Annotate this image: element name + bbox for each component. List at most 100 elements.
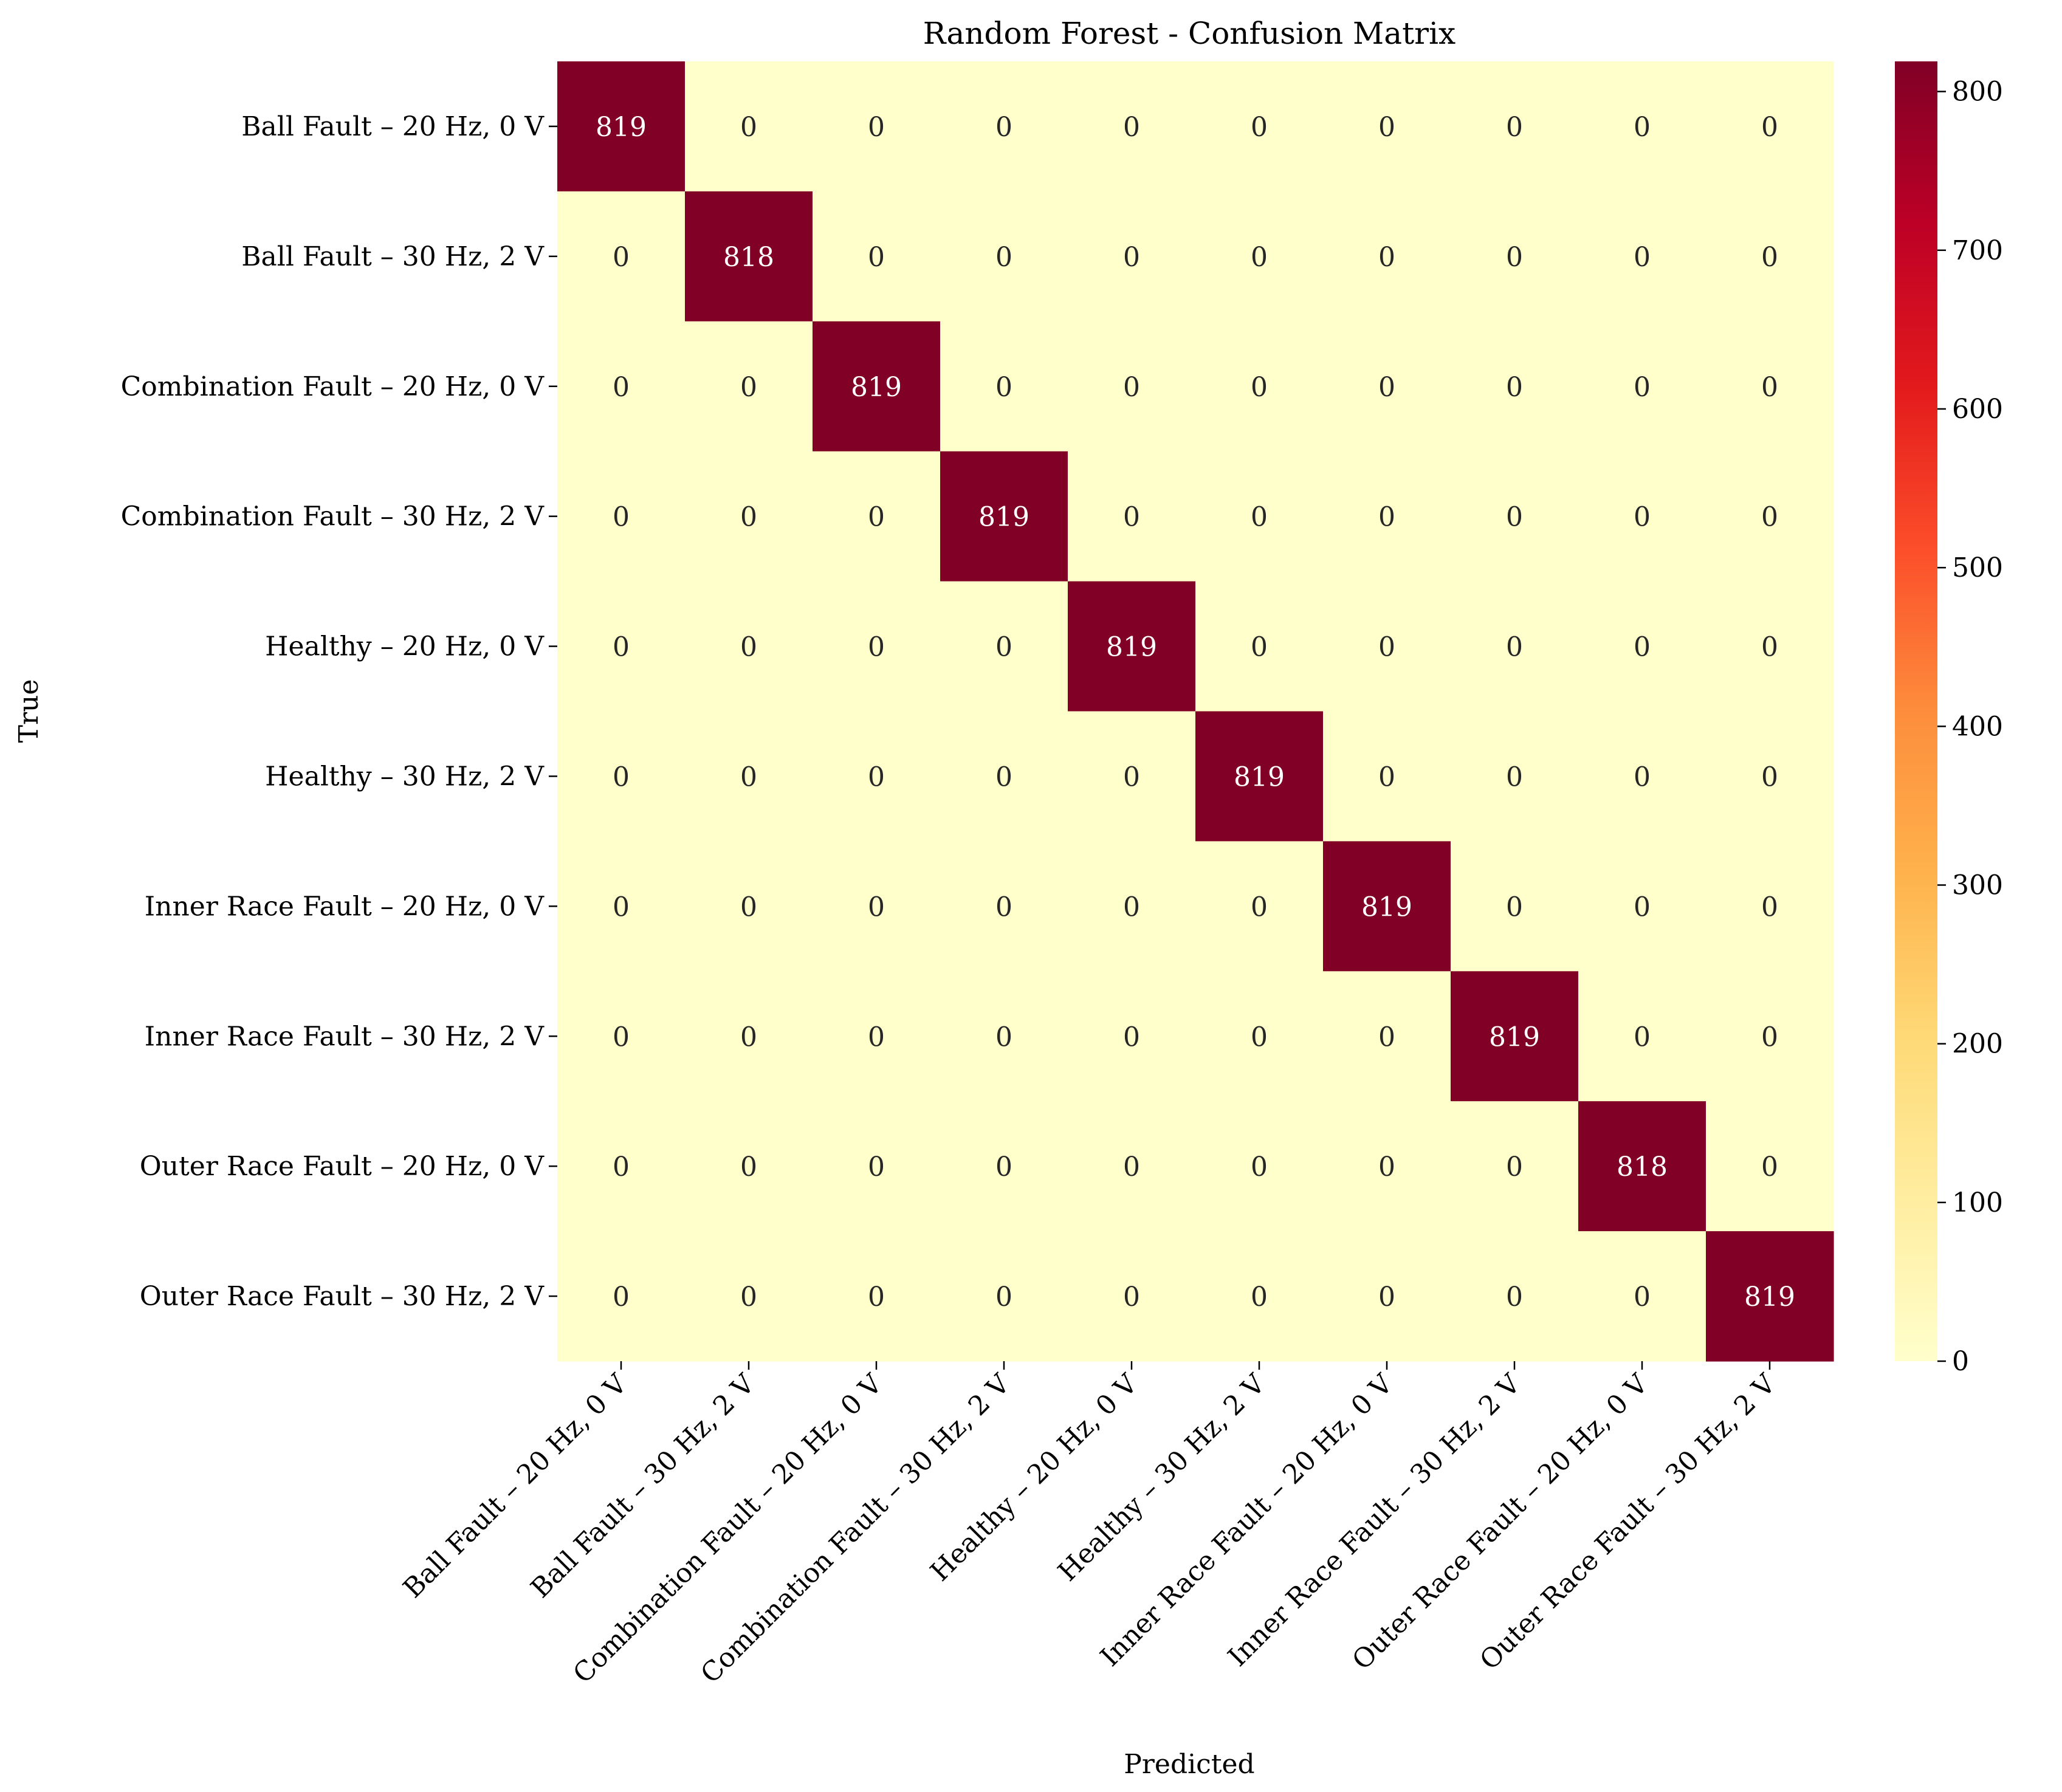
heatmap-cell (1068, 321, 1196, 452)
cell-value-label: 0 (1378, 1282, 1395, 1313)
heatmap-cell (557, 841, 686, 972)
heatmap-cell (557, 971, 686, 1102)
colorbar-tick-label: 200 (1952, 1029, 2003, 1060)
heatmap-cell (1068, 61, 1196, 192)
cell-value-label: 818 (1617, 1152, 1668, 1183)
cell-value-label: 819 (1234, 761, 1285, 792)
heatmap-cell (1451, 321, 1579, 452)
heatmap-cell (1195, 581, 1324, 712)
cell-value-label: 0 (1123, 372, 1140, 403)
cell-value-label: 0 (1123, 242, 1140, 273)
cell-value-label: 0 (740, 1282, 757, 1313)
cell-value-label: 0 (1634, 372, 1651, 403)
cell-value-label: 0 (995, 1021, 1012, 1052)
cell-value-label: 0 (1123, 112, 1140, 143)
heatmap-cell (813, 841, 941, 972)
cell-value-label: 0 (1378, 112, 1395, 143)
colorbar-tick-label: 500 (1952, 552, 2003, 583)
heatmap-cell (1195, 1231, 1324, 1362)
y-axis-label: True (13, 679, 44, 743)
heatmap-cell (1451, 971, 1579, 1102)
cell-value-label: 0 (1761, 761, 1778, 792)
heatmap-cell (1706, 581, 1834, 712)
heatmap-cell-labels: 819 0 0 0 0 0 0 0 0 0 0 818 0 0 0 0 0 0 0 0 0 0 819 0 0 0 0 0 0 0 0 0 0 8… (596, 112, 1795, 1313)
y-tick-label: Inner Race Fault – 30 Hz, 2 V (145, 1021, 545, 1052)
heatmap-cell (1706, 451, 1834, 582)
cell-value-label: 0 (868, 1282, 885, 1313)
heatmap-cell (1195, 451, 1324, 582)
cell-value-label: 819 (1361, 891, 1412, 922)
cell-value-label: 0 (1761, 242, 1778, 273)
cell-value-label: 0 (868, 502, 885, 533)
cell-value-label: 0 (1634, 1282, 1651, 1313)
y-tick-label: Healthy – 30 Hz, 2 V (265, 761, 545, 792)
y-tick-label: Ball Fault – 30 Hz, 2 V (241, 241, 545, 272)
heatmap-cell (940, 971, 1068, 1102)
cell-value-label: 0 (1506, 891, 1523, 922)
cell-value-label: 0 (1123, 1282, 1140, 1313)
cell-value-label: 0 (1123, 502, 1140, 533)
x-tick-label: Ball Fault – 20 Hz, 0 V (397, 1368, 634, 1604)
heatmap-cell (1706, 191, 1834, 322)
cell-value-label: 818 (723, 242, 774, 273)
cell-value-label: 0 (1634, 1021, 1651, 1052)
cell-value-label: 0 (995, 1152, 1012, 1183)
heatmap-cell (1323, 61, 1451, 192)
cell-value-label: 0 (1378, 1152, 1395, 1183)
cell-value-label: 0 (613, 372, 630, 403)
heatmap-cell (1195, 711, 1324, 842)
heatmap-cell (1195, 321, 1324, 452)
cell-value-label: 0 (1506, 1152, 1523, 1183)
cell-value-label: 0 (1251, 632, 1268, 663)
cell-value-label: 0 (868, 891, 885, 922)
cell-value-label: 0 (1634, 242, 1651, 273)
heatmap-cell (685, 711, 813, 842)
heatmap-cell (1451, 711, 1579, 842)
heatmap-cell (813, 191, 941, 322)
cell-value-label: 0 (1123, 1152, 1140, 1183)
cell-value-label: 0 (1251, 1152, 1268, 1183)
x-tick-label: Ball Fault – 30 Hz, 2 V (525, 1368, 761, 1604)
cell-value-label: 819 (978, 502, 1029, 533)
heatmap-cell (1578, 191, 1706, 322)
heatmap-cell (813, 581, 941, 712)
y-tick-label: Inner Race Fault – 20 Hz, 0 V (145, 891, 545, 922)
heatmap-cell (1706, 1231, 1834, 1362)
heatmap-cell (1068, 581, 1196, 712)
cell-value-label: 0 (740, 761, 757, 792)
heatmap-cell (685, 191, 813, 322)
heatmap-cell (1068, 451, 1196, 582)
cell-value-label: 0 (1251, 891, 1268, 922)
cell-value-label: 0 (1378, 632, 1395, 663)
cell-value-label: 0 (1251, 1282, 1268, 1313)
cell-value-label: 819 (596, 112, 647, 143)
heatmap-cell (1068, 191, 1196, 322)
heatmap-cell (940, 1231, 1068, 1362)
heatmap-cell (1706, 971, 1834, 1102)
cell-value-label: 0 (1506, 632, 1523, 663)
x-axis-label: Predicted (1124, 1749, 1254, 1780)
heatmap-cell (813, 451, 941, 582)
cell-value-label: 0 (740, 1152, 757, 1183)
cell-value-label: 0 (740, 1021, 757, 1052)
heatmap-cell (1451, 1101, 1579, 1232)
colorbar-tick-label: 400 (1952, 711, 2003, 742)
heatmap-cell (1323, 711, 1451, 842)
heatmap-cell (1323, 451, 1451, 582)
cell-value-label: 0 (740, 891, 757, 922)
heatmap-cell (557, 711, 686, 842)
heatmap-cell (1323, 971, 1451, 1102)
x-tick-label: Healthy – 20 Hz, 0 V (924, 1368, 1144, 1587)
cell-value-label: 819 (1106, 632, 1157, 663)
colorbar-tick-label: 100 (1952, 1187, 2003, 1218)
heatmap-cell (1195, 1101, 1324, 1232)
y-tick-label: Outer Race Fault – 30 Hz, 2 V (140, 1281, 545, 1312)
cell-value-label: 0 (1634, 891, 1651, 922)
heatmap-cell (1578, 711, 1706, 842)
cell-value-label: 0 (1761, 372, 1778, 403)
colorbar-tick-label: 800 (1952, 77, 2003, 108)
cell-value-label: 0 (740, 632, 757, 663)
cell-value-label: 0 (1634, 502, 1651, 533)
colorbar-tick-label: 300 (1952, 870, 2003, 901)
heatmap-cell (685, 321, 813, 452)
